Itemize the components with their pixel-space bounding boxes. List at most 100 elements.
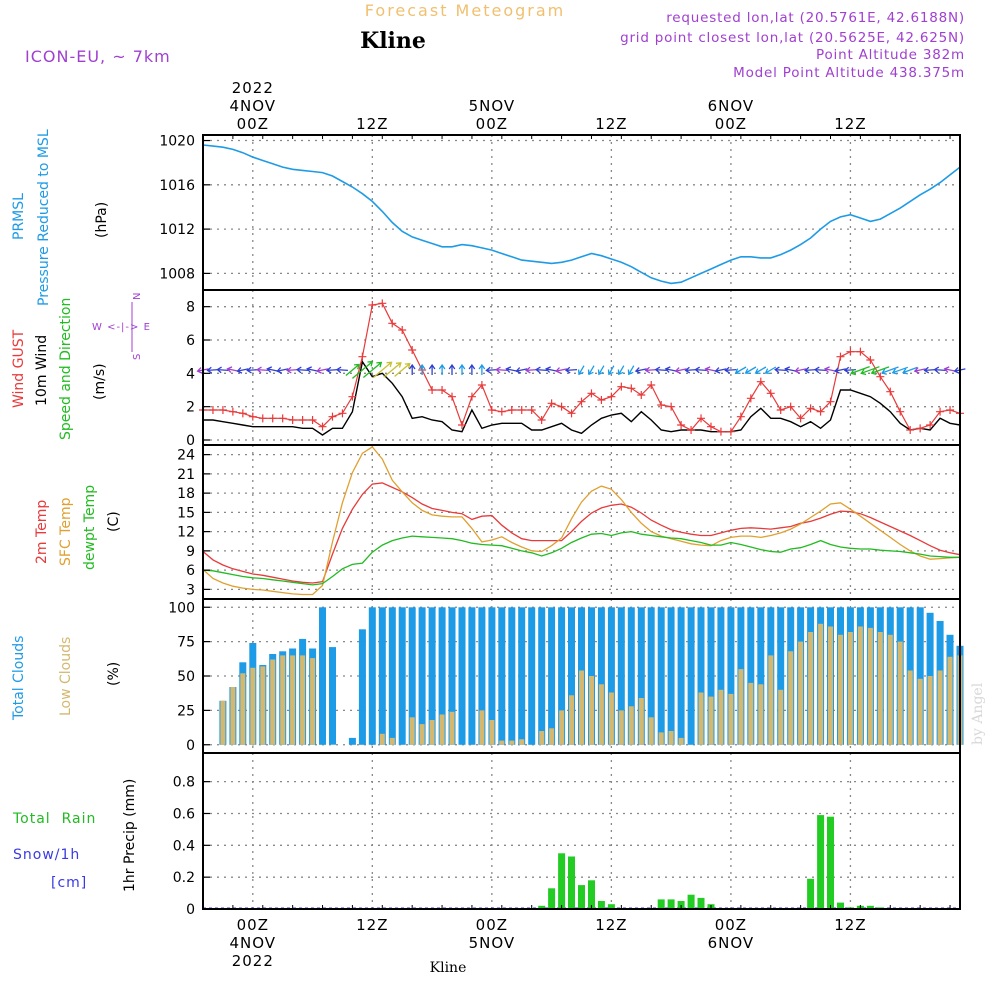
- ytick-label-pressure: 1016: [159, 178, 195, 194]
- rain-bar: [866, 905, 874, 909]
- gust-marker: [916, 424, 925, 433]
- gust-marker: [328, 412, 337, 421]
- wind-direction-arrow: [913, 367, 926, 374]
- total-cloud-bar: [438, 607, 446, 745]
- low-cloud-bar: [449, 711, 455, 745]
- gust-marker: [756, 377, 765, 386]
- gust-marker: [467, 392, 476, 401]
- gust-marker: [846, 347, 855, 356]
- low-cloud-bar: [598, 684, 604, 745]
- gust-marker: [886, 387, 895, 396]
- total-cloud-bar: [418, 607, 426, 745]
- wind-direction-arrow: [408, 363, 416, 375]
- low-cloud-bar: [519, 739, 525, 745]
- wind-direction-arrow: [306, 366, 319, 373]
- wind-direction-arrow: [505, 366, 518, 373]
- gust-marker: [527, 406, 536, 414]
- precip-label-snow: Snow/1h: [13, 847, 80, 863]
- frame-pressure: [202, 134, 961, 291]
- total-cloud-bar: [617, 607, 625, 745]
- temp-label-2m: 2m Temp: [34, 500, 50, 564]
- gust-marker: [517, 406, 526, 414]
- gust-marker: [228, 407, 237, 416]
- pressure-unit: (hPa): [94, 202, 110, 238]
- gust-marker: [497, 407, 506, 416]
- low-cloud-bar: [738, 669, 744, 745]
- top-time-label: 4NOV: [230, 97, 277, 115]
- top-time-label: 2022: [232, 79, 274, 97]
- wind-direction-arrow: [627, 365, 635, 376]
- low-cloud-bar: [728, 693, 734, 745]
- low-cloud-bar: [658, 732, 664, 745]
- temp-2m-line: [202, 482, 961, 584]
- low-cloud-bar: [897, 641, 903, 745]
- wind-direction-arrow: [495, 366, 508, 374]
- total-cloud-bar: [727, 607, 735, 745]
- gust-marker: [657, 401, 666, 409]
- low-cloud-bar: [648, 717, 654, 745]
- rain-bar: [597, 901, 605, 909]
- ytick-label-clouds: 75: [177, 635, 195, 651]
- cloud-label-low: Low Clouds: [58, 637, 74, 716]
- gust-marker: [617, 382, 626, 391]
- wind-direction-arrow: [644, 366, 657, 374]
- gridpoint-coords: grid point closest lon,lat (20.5625E, 42…: [620, 30, 965, 46]
- low-cloud-bar: [419, 724, 425, 745]
- gust-marker: [726, 427, 735, 436]
- gust-marker: [487, 406, 496, 414]
- wind-label-direction: Speed and Direction: [58, 298, 74, 440]
- total-cloud-bar: [408, 607, 416, 745]
- low-cloud-bar: [718, 689, 724, 745]
- wind-direction-arrow: [764, 366, 777, 375]
- gust-marker: [288, 416, 297, 424]
- rain-bar: [837, 902, 844, 909]
- wind-direction-arrow: [216, 366, 229, 374]
- low-cloud-bar: [838, 634, 843, 745]
- wind-10m-line: [203, 359, 961, 436]
- wind-direction-arrow: [664, 366, 677, 373]
- wind-direction-arrow: [734, 366, 747, 375]
- total-cloud-bar: [488, 607, 496, 745]
- wind-direction-arrow: [577, 365, 585, 376]
- top-time-label: 00Z: [715, 115, 747, 133]
- total-cloud-bar: [458, 607, 466, 745]
- low-cloud-bar: [867, 627, 873, 745]
- wind-direction-arrow: [754, 366, 767, 375]
- bottom-time-label: 00Z: [715, 916, 747, 934]
- wind-direction-arrow: [607, 365, 615, 376]
- wind-direction-arrow: [694, 366, 707, 374]
- gust-marker: [706, 422, 715, 431]
- wind-direction-arrow: [351, 360, 374, 379]
- gust-marker: [876, 372, 885, 381]
- wind-direction-arrow: [784, 366, 797, 373]
- top-time-label: 00Z: [237, 115, 269, 133]
- total-cloud-bar: [717, 607, 725, 745]
- low-cloud-bar: [768, 655, 774, 745]
- gust-marker: [428, 386, 437, 394]
- ytick-label-precip: 0: [186, 902, 195, 918]
- compass-icon: N W <-|-> E S: [92, 293, 150, 360]
- bottom-time-label: 12Z: [356, 916, 388, 934]
- top-time-label: 12Z: [356, 115, 388, 133]
- location-title: Kline: [360, 28, 426, 54]
- ytick-label-precip: 0.8: [173, 775, 195, 791]
- rain-bar: [827, 816, 834, 909]
- wind-direction-arrow: [525, 366, 538, 374]
- wind-label-10m: 10m Wind: [34, 335, 50, 406]
- wind-direction-arrow: [372, 361, 393, 379]
- gust-marker: [836, 352, 845, 361]
- total-cloud-bar: [667, 607, 675, 745]
- gust-marker: [268, 414, 277, 423]
- temperature-labels: 2m Temp SFC Temp dewpt Temp (C): [34, 485, 122, 570]
- wind-direction-arrow: [418, 363, 426, 375]
- wind-direction-arrow: [256, 366, 269, 374]
- low-cloud-bar: [280, 655, 286, 745]
- low-cloud-bar: [877, 632, 883, 745]
- gust-marker: [766, 389, 775, 398]
- top-time-label: 5NOV: [469, 97, 516, 115]
- low-cloud-bar: [509, 740, 515, 745]
- low-cloud-bar: [429, 720, 435, 745]
- gust-marker: [926, 421, 935, 429]
- pressure-line: [202, 144, 961, 285]
